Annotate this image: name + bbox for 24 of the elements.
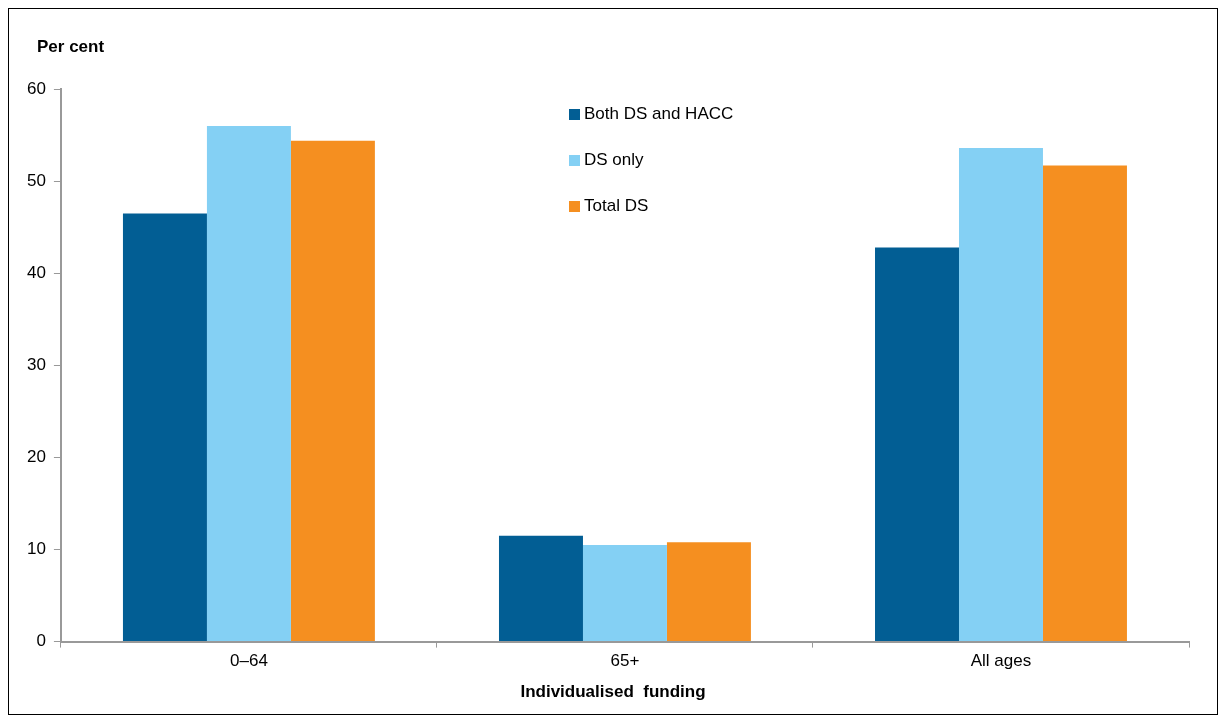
x-tick-label: 0–64 (230, 651, 268, 671)
bar (582, 544, 667, 642)
bar (666, 542, 751, 642)
y-tick-label: 0 (36, 631, 46, 651)
bar (290, 140, 375, 642)
x-tick-label: All ages (970, 651, 1032, 671)
y-tick-label: 10 (26, 539, 46, 559)
bar (498, 535, 583, 642)
y-tick-label: 20 (26, 447, 46, 467)
y-tick-label: 30 (26, 355, 46, 375)
legend-label: DS only (584, 150, 644, 170)
legend-label: Both DS and HACC (584, 104, 734, 124)
bar (959, 148, 1043, 642)
legend-label: Total DS (584, 196, 649, 216)
y-tick-label: 50 (26, 170, 46, 190)
y-tick-label: 40 (26, 263, 46, 283)
bar (1042, 165, 1127, 642)
x-tick-label: 65+ (610, 651, 640, 671)
bar (122, 213, 207, 642)
x-axis-title: Individualised funding (519, 682, 707, 702)
bar (875, 247, 959, 642)
y-axis-title: Per cent (37, 37, 105, 57)
bar (206, 126, 291, 642)
y-tick-label: 60 (26, 78, 46, 98)
